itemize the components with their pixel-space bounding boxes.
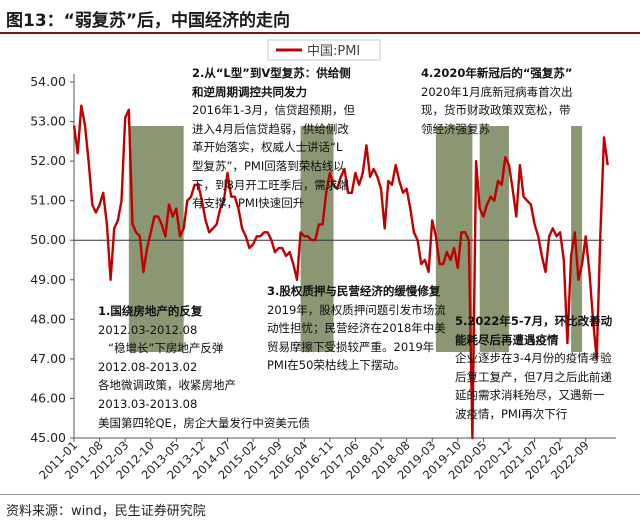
annotation-3-line: 贸易摩擦下受损较严重。2019年 — [267, 339, 435, 354]
legend: 中国:PMI — [267, 39, 381, 61]
annotation-5: 5.2022年5-7月，环比改善动 能耗尽后再遭遇疫情 企业逐步在3-4月份的疫… — [455, 312, 612, 424]
y-tick-label: 51.00 — [30, 193, 66, 208]
annotation-4-line: 领经济强复苏 — [421, 121, 490, 136]
shaded-period-1 — [128, 126, 184, 352]
annotation-1-line: “稳增长”下房地产反弹 — [108, 341, 224, 356]
annotation-1: 1.国绕房地产的反复 2012.03-2012.08 “稳增长”下房地产反弹 2… — [98, 302, 310, 432]
bottom-rule — [0, 494, 640, 495]
annotation-4-head: 4.2020年新冠后的“强复苏” — [421, 66, 573, 80]
annotation-2-line: 下，到8月开工旺季后，需求端 — [192, 177, 349, 192]
annotation-4: 4.2020年新冠后的“强复苏” 2020年1月底新冠病毒首次出 现，货币财政政… — [421, 64, 573, 138]
y-tick-label: 46.00 — [30, 390, 66, 405]
annotation-2-line: 型复苏”，PMI回落到荣枯线以 — [192, 158, 345, 173]
y-tick-label: 53.00 — [30, 114, 66, 129]
y-tick-label: 50.00 — [30, 232, 66, 247]
pmi-chart: 45.00 46.00 47.00 48.00 49.00 50.00 51.00 52.00… — [30, 39, 616, 482]
pmi-series-line — [72, 104, 609, 440]
annotation-3-line: 动性担忧；民营经济在2018年中美 — [267, 321, 446, 336]
legend-label: 中国:PMI — [307, 44, 360, 59]
y-tick-label: 47.00 — [30, 351, 66, 366]
annotation-3: 3.股权质押与民营经济的缓慢修复 2019年，股权质押问题引发市场流 动性担忧；… — [267, 282, 446, 375]
legend-box — [267, 39, 381, 61]
annotation-4-line: 2020年1月底新冠病毒首次出 — [421, 84, 573, 99]
annotation-3-head: 3.股权质押与民营经济的缓慢修复 — [267, 284, 441, 298]
shaded-period-5 — [571, 126, 583, 352]
annotation-5-line: 企业逐步在3-4月份的疫情考验 — [455, 351, 612, 366]
annotation-2-line: 革开始落实，权威人士讲话“L — [192, 140, 343, 155]
annotation-5-head: 能耗尽后再遭遇疫情 — [455, 332, 559, 347]
annotation-5-line: 后复工复产，但7月之后此前递 — [455, 369, 612, 384]
annotation-5-line: 波疫情，PMI再次下行 — [455, 406, 568, 421]
y-tick-label: 48.00 — [30, 311, 66, 326]
y-tick-label: 45.00 — [30, 430, 66, 445]
annotation-2-line: 有支撑，PMI快速回升 — [192, 196, 305, 211]
axes: 45.00 46.00 47.00 48.00 49.00 50.00 51.00 52.00… — [30, 74, 616, 482]
annotation-2-head: 和逆周期调控共同发力 — [192, 84, 307, 99]
source-note: 资料来源：wind，民生证券研究院 — [6, 504, 206, 519]
annotation-2-head: 2.从“L型”到V型复苏：供给侧 — [192, 66, 351, 80]
y-tick-label: 49.00 — [30, 272, 66, 287]
annotation-1-line: 各地微调政策，收紧房地产 — [98, 378, 236, 393]
annotation-1-head: 1.国绕房地产的反复 — [98, 304, 203, 318]
annotation-2-line: 2016年1-3月，信贷超预期，但 — [192, 103, 356, 118]
annotation-3-line: 2019年，股权质押问题引发市场流 — [267, 302, 446, 317]
annotation-2-line: 进入4月后信贷趋弱，供给侧改 — [192, 121, 349, 136]
annotation-5-line: 延的需求消耗殆尽，又遇新一 — [455, 388, 605, 403]
y-tick-label: 54.00 — [30, 74, 66, 89]
y-tick-label: 52.00 — [30, 153, 66, 168]
annotation-4-line: 现，货币财政政策双宽松，带 — [421, 103, 571, 118]
annotation-1-line: 2012.08-2013.02 — [98, 359, 198, 374]
annotation-1-line: 2012.03-2012.08 — [98, 322, 198, 337]
annotation-2: 2.从“L型”到V型复苏：供给侧 和逆周期调控共同发力 2016年1-3月，信贷… — [192, 64, 355, 213]
shaded-period-2 — [300, 126, 334, 352]
annotation-5-head: 5.2022年5-7月，环比改善动 — [455, 314, 613, 328]
shaded-period-3 — [435, 126, 473, 352]
figure-title: 图13：“弱复苏”后，中国经济的走向 — [6, 11, 291, 31]
annotation-1-line: 美国第四轮QE，房企大量发行中资美元债 — [98, 415, 310, 430]
shaded-periods — [128, 126, 583, 352]
title-rule — [0, 32, 640, 34]
annotation-1-line: 2013.03-2013.08 — [98, 396, 198, 411]
annotation-3-line: PMI在50荣枯线上下摆动。 — [267, 358, 406, 373]
